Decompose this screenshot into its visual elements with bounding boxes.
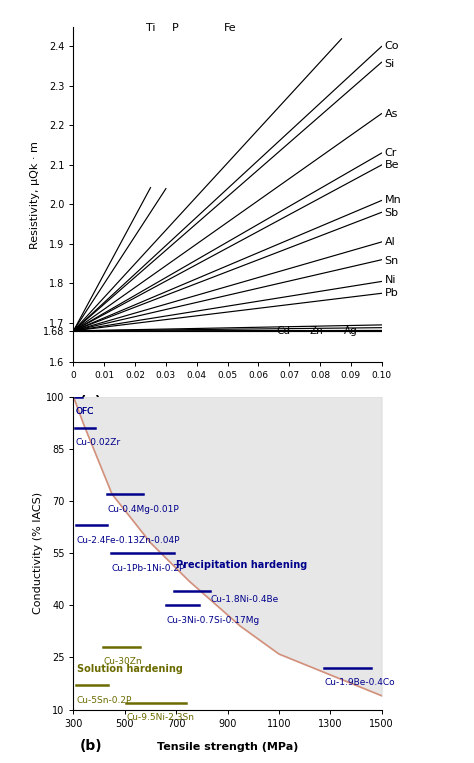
Text: Cu-0.4Mg-0.01P: Cu-0.4Mg-0.01P (107, 504, 179, 513)
Text: Sb: Sb (385, 208, 399, 218)
Text: Cu-3Ni-0.7Si-0.17Mg: Cu-3Ni-0.7Si-0.17Mg (167, 616, 260, 625)
Text: Cu-1Pb-1Ni-0.2P: Cu-1Pb-1Ni-0.2P (111, 564, 184, 572)
Text: Cu-5Sn-0.2P: Cu-5Sn-0.2P (76, 696, 132, 705)
Text: Ni: Ni (385, 275, 396, 285)
Text: Ti: Ti (146, 23, 155, 33)
Text: Sn: Sn (385, 256, 399, 266)
Text: Cu-9.5Ni-2.3Sn: Cu-9.5Ni-2.3Sn (127, 713, 195, 722)
Text: (b): (b) (80, 739, 102, 753)
Text: Pb: Pb (385, 288, 399, 298)
Y-axis label: Conductivity (% IACS): Conductivity (% IACS) (33, 492, 43, 614)
Text: Content of alloying element, Wt %: Content of alloying element, Wt % (120, 415, 335, 425)
Text: As: As (385, 108, 398, 118)
Text: Solution hardening: Solution hardening (77, 665, 182, 674)
Text: Mn: Mn (385, 195, 401, 205)
Text: Precipitation hardening: Precipitation hardening (176, 560, 308, 570)
Text: Cd: Cd (276, 326, 290, 336)
Text: OFC: OFC (75, 407, 94, 416)
Text: Cu-0.02Zr: Cu-0.02Zr (75, 439, 121, 447)
Text: Si: Si (385, 60, 395, 69)
Text: Cu-1.8Ni-0.4Be: Cu-1.8Ni-0.4Be (211, 595, 279, 604)
Text: Al: Al (385, 237, 395, 247)
Text: Zn: Zn (310, 326, 324, 336)
Text: Co: Co (385, 41, 399, 51)
Text: Cu-1.9Be-0.4Co: Cu-1.9Be-0.4Co (325, 678, 395, 687)
Text: P: P (172, 23, 179, 33)
Text: Cu-30Zn: Cu-30Zn (104, 658, 142, 666)
Text: OFC: OFC (75, 407, 94, 416)
Text: Fe: Fe (224, 23, 237, 33)
Y-axis label: Resistivity, μQk · m: Resistivity, μQk · m (30, 140, 40, 249)
Text: Be: Be (385, 160, 399, 170)
Text: Ag: Ag (344, 326, 358, 336)
Text: Cr: Cr (385, 148, 397, 158)
Text: Tensile strength (MPa): Tensile strength (MPa) (157, 742, 298, 752)
Text: (a): (a) (80, 395, 102, 409)
Text: Cu-2.4Fe-0.13Zn-0.04P: Cu-2.4Fe-0.13Zn-0.04P (76, 536, 180, 545)
